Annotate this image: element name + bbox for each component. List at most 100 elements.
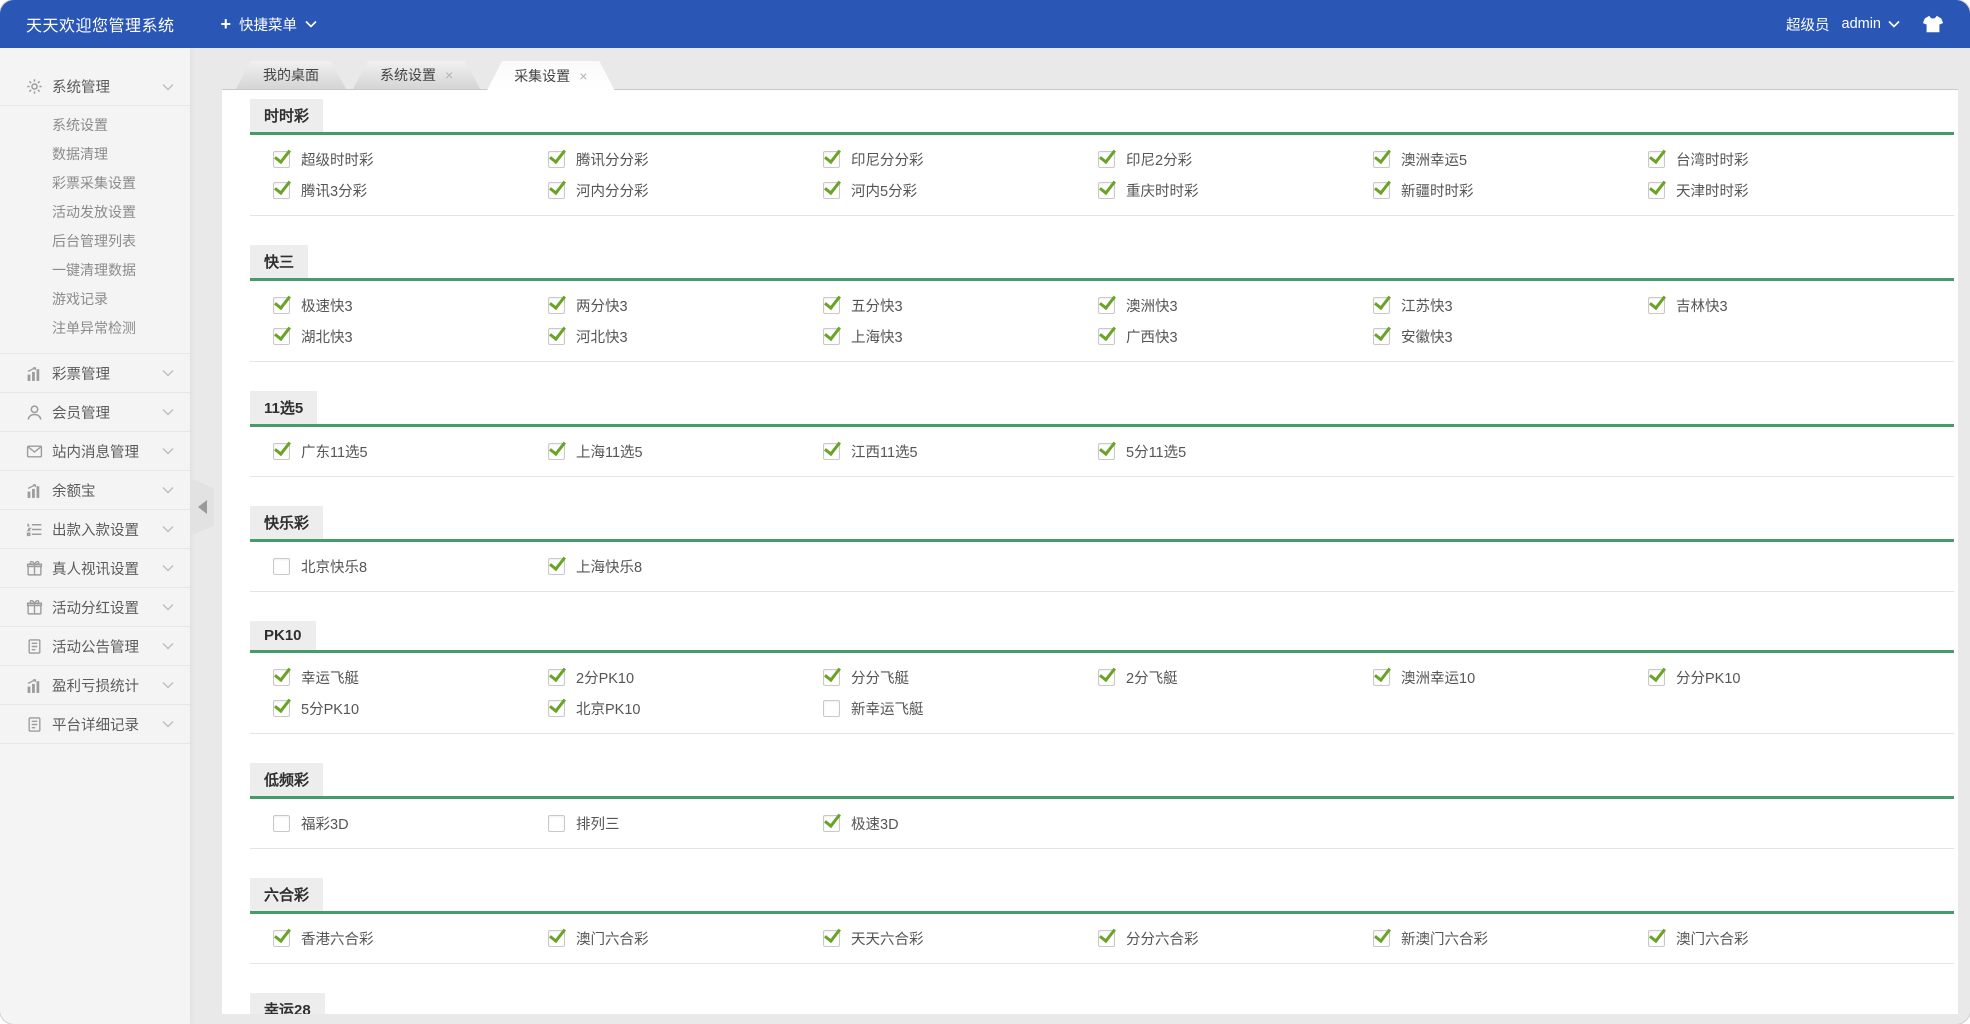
checkbox-unchecked[interactable] — [548, 815, 565, 832]
checkbox-checked[interactable] — [548, 700, 565, 717]
lottery-option[interactable]: 新幸运飞艇 — [823, 698, 1098, 719]
checkbox-checked[interactable] — [823, 297, 840, 314]
checkbox-checked[interactable] — [273, 182, 290, 199]
checkbox-checked[interactable] — [548, 443, 565, 460]
lottery-option[interactable]: 重庆时时彩 — [1098, 180, 1373, 201]
checkbox-checked[interactable] — [273, 930, 290, 947]
lottery-option[interactable]: 北京快乐8 — [273, 556, 548, 577]
sidebar-subitem[interactable]: 系统设置 — [52, 117, 108, 133]
lottery-option[interactable]: 上海快乐8 — [548, 556, 823, 577]
lottery-option[interactable]: 香港六合彩 — [273, 928, 548, 949]
tab-close-icon[interactable]: × — [445, 67, 454, 83]
tab-2[interactable]: 采集设置 × — [487, 61, 614, 90]
checkbox-checked[interactable] — [273, 328, 290, 345]
lottery-option[interactable]: 分分飞艇 — [823, 667, 1098, 688]
lottery-option[interactable]: 5分PK10 — [273, 698, 548, 719]
checkbox-checked[interactable] — [273, 443, 290, 460]
checkbox-checked[interactable] — [1098, 182, 1115, 199]
checkbox-checked[interactable] — [1648, 930, 1665, 947]
checkbox-checked[interactable] — [1373, 151, 1390, 168]
lottery-option[interactable]: 腾讯分分彩 — [548, 149, 823, 170]
checkbox-checked[interactable] — [273, 151, 290, 168]
sidebar-group-0[interactable]: 系统管理 — [0, 68, 190, 106]
lottery-option[interactable]: 腾讯3分彩 — [273, 180, 548, 201]
sidebar-group-5[interactable]: 出款入款设置 — [0, 510, 190, 548]
sidebar-subitem[interactable]: 数据清理 — [52, 146, 108, 162]
sidebar-group-10[interactable]: 平台详细记录 — [0, 705, 190, 743]
checkbox-checked[interactable] — [1098, 328, 1115, 345]
lottery-option[interactable]: 广西快3 — [1098, 326, 1373, 347]
checkbox-checked[interactable] — [548, 182, 565, 199]
sidebar-group-1[interactable]: 彩票管理 — [0, 354, 190, 392]
lottery-option[interactable]: 福彩3D — [273, 813, 548, 834]
lottery-option[interactable]: 江苏快3 — [1373, 295, 1648, 316]
checkbox-checked[interactable] — [548, 151, 565, 168]
checkbox-checked[interactable] — [548, 297, 565, 314]
lottery-option[interactable]: 印尼分分彩 — [823, 149, 1098, 170]
checkbox-checked[interactable] — [1098, 443, 1115, 460]
sidebar-group-7[interactable]: 活动分红设置 — [0, 588, 190, 626]
sidebar-group-9[interactable]: 盈利亏损统计 — [0, 666, 190, 704]
checkbox-checked[interactable] — [273, 297, 290, 314]
lottery-option[interactable]: 幸运飞艇 — [273, 667, 548, 688]
checkbox-checked[interactable] — [823, 443, 840, 460]
checkbox-checked[interactable] — [548, 558, 565, 575]
checkbox-checked[interactable] — [548, 669, 565, 686]
sidebar-subitem[interactable]: 一键清理数据 — [52, 262, 136, 278]
lottery-option[interactable]: 河北快3 — [548, 326, 823, 347]
lottery-option[interactable]: 天津时时彩 — [1648, 180, 1923, 201]
tab-close-icon[interactable]: × — [579, 67, 588, 84]
lottery-option[interactable]: 上海11选5 — [548, 441, 823, 462]
lottery-option[interactable]: 河内5分彩 — [823, 180, 1098, 201]
lottery-option[interactable]: 澳洲快3 — [1098, 295, 1373, 316]
checkbox-checked[interactable] — [1098, 297, 1115, 314]
checkbox-unchecked[interactable] — [823, 700, 840, 717]
lottery-option[interactable]: 排列三 — [548, 813, 823, 834]
lottery-option[interactable]: 安徽快3 — [1373, 326, 1648, 347]
lottery-option[interactable]: 新澳门六合彩 — [1373, 928, 1648, 949]
lottery-option[interactable]: 五分快3 — [823, 295, 1098, 316]
checkbox-checked[interactable] — [823, 669, 840, 686]
sidebar-group-8[interactable]: 活动公告管理 — [0, 627, 190, 665]
checkbox-unchecked[interactable] — [273, 558, 290, 575]
lottery-option[interactable]: 广东11选5 — [273, 441, 548, 462]
lottery-option[interactable]: 2分PK10 — [548, 667, 823, 688]
checkbox-checked[interactable] — [273, 669, 290, 686]
sidebar-group-4[interactable]: 余额宝 — [0, 471, 190, 509]
quick-menu-button[interactable]: + 快捷菜单 — [221, 14, 318, 35]
sidebar-group-2[interactable]: 会员管理 — [0, 393, 190, 431]
lottery-option[interactable]: 极速快3 — [273, 295, 548, 316]
sidebar-group-3[interactable]: 站内消息管理 — [0, 432, 190, 470]
lottery-option[interactable]: 上海快3 — [823, 326, 1098, 347]
checkbox-checked[interactable] — [1648, 669, 1665, 686]
checkbox-checked[interactable] — [1373, 182, 1390, 199]
lottery-option[interactable]: 印尼2分彩 — [1098, 149, 1373, 170]
tab-1[interactable]: 系统设置 × — [353, 61, 480, 89]
sidebar-subitem[interactable]: 彩票采集设置 — [52, 175, 136, 191]
checkbox-checked[interactable] — [1373, 669, 1390, 686]
checkbox-checked[interactable] — [1648, 297, 1665, 314]
checkbox-checked[interactable] — [1098, 151, 1115, 168]
lottery-option[interactable]: 湖北快3 — [273, 326, 548, 347]
lottery-option[interactable]: 吉林快3 — [1648, 295, 1923, 316]
lottery-option[interactable]: 超级时时彩 — [273, 149, 548, 170]
lottery-option[interactable]: 澳洲幸运5 — [1373, 149, 1648, 170]
checkbox-checked[interactable] — [548, 328, 565, 345]
checkbox-checked[interactable] — [823, 930, 840, 947]
lottery-option[interactable]: 澳门六合彩 — [548, 928, 823, 949]
checkbox-checked[interactable] — [548, 930, 565, 947]
lottery-option[interactable]: 新疆时时彩 — [1373, 180, 1648, 201]
lottery-option[interactable]: 江西11选5 — [823, 441, 1098, 462]
user-menu[interactable]: admin — [1842, 16, 1901, 32]
checkbox-checked[interactable] — [823, 151, 840, 168]
checkbox-checked[interactable] — [1648, 151, 1665, 168]
theme-skin-icon[interactable] — [1922, 14, 1944, 34]
checkbox-checked[interactable] — [823, 815, 840, 832]
lottery-option[interactable]: 5分11选5 — [1098, 441, 1373, 462]
sidebar-subitem[interactable]: 后台管理列表 — [52, 233, 136, 249]
sidebar-group-6[interactable]: 真人视讯设置 — [0, 549, 190, 587]
lottery-option[interactable]: 河内分分彩 — [548, 180, 823, 201]
checkbox-checked[interactable] — [1098, 669, 1115, 686]
lottery-option[interactable]: 北京PK10 — [548, 698, 823, 719]
lottery-option[interactable]: 澳门六合彩 — [1648, 928, 1923, 949]
